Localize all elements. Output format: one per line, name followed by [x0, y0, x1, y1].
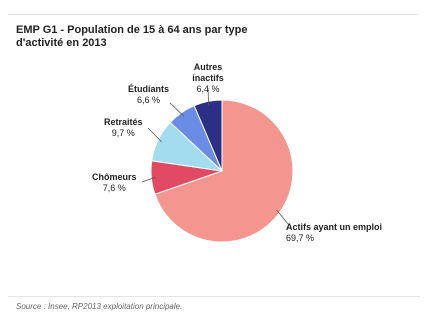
label-etudiants: Étudiants 6,6 %	[128, 84, 169, 106]
slice-name: Autres inactifs	[192, 62, 224, 83]
chart-frame	[8, 14, 418, 310]
leader-line	[207, 87, 210, 106]
slice-name: Actifs ayant un emploi	[286, 222, 383, 232]
slice-value: 6,6 %	[137, 95, 161, 105]
slice-actifs-ayant-un-emploi	[154, 99, 294, 243]
slice-autres-inactifs	[193, 99, 223, 172]
label-chomeurs: Chômeurs 7,6 %	[92, 172, 137, 194]
slice-name: Étudiants	[128, 84, 170, 94]
footer-divider	[8, 296, 420, 297]
slice-value: 9,7 %	[111, 128, 135, 138]
leader-line	[169, 102, 184, 117]
source-note: Source : Insee, RP2013 exploitation prin…	[16, 302, 183, 311]
chart-title: EMP G1 - Population de 15 à 64 ans par t…	[16, 24, 248, 49]
leader-line	[276, 209, 289, 225]
slice-value: 6,4 %	[196, 84, 220, 94]
slice-value: 7,6 %	[102, 183, 126, 193]
leader-line	[141, 176, 156, 183]
label-actifs-ayant-un-emploi: Actifs ayant un emploi 69,7 %	[286, 222, 382, 244]
label-autres-inactifs: Autres inactifs 6,4 %	[185, 62, 231, 95]
slice-name: Retraités	[104, 117, 143, 127]
leader-line	[147, 127, 162, 143]
slice-name: Chômeurs	[92, 172, 137, 182]
slice-value: 69,7 %	[286, 233, 315, 243]
label-retraites: Retraités 9,7 %	[104, 117, 143, 139]
